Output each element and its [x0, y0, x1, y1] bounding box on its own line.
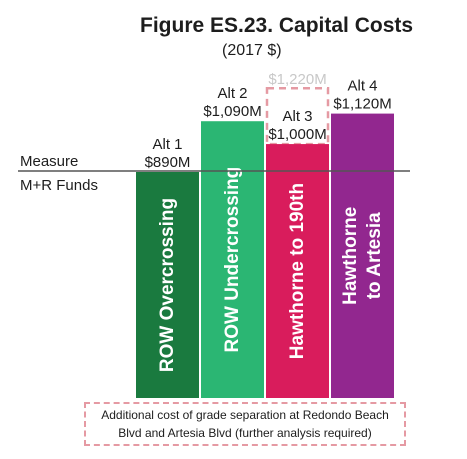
alt-4-inner-label: to Artesia: [364, 212, 385, 299]
mr-funds-label: M+R Funds: [20, 177, 98, 194]
alt-1-inner-label: ROW Overcrossing: [157, 198, 178, 372]
alt-1-name-label: Alt 1: [152, 136, 182, 153]
alt-2-inner-label: ROW Undercrossing: [222, 167, 243, 353]
alt-1-value-label: $890M: [145, 154, 191, 171]
chart-subtitle: (2017 $): [222, 42, 282, 59]
note-line-1: Additional cost of grade separation at R…: [101, 408, 389, 422]
alt-2-name-label: Alt 2: [217, 85, 247, 102]
alt-3-inner-label: Hawthorne to 190th: [287, 183, 308, 359]
alt-1-bar: [136, 172, 199, 398]
alt-3-name-label: Alt 3: [282, 108, 312, 125]
alt-3-additional-cost-label: $1,220M: [268, 71, 326, 88]
alt-3-bar: [266, 144, 329, 398]
note-line-2: Blvd and Artesia Blvd (further analysis …: [118, 426, 372, 440]
alt-4-bar: [331, 113, 394, 398]
alt-3-value-label: $1,000M: [268, 126, 326, 143]
measure-label: Measure: [20, 153, 78, 170]
alt-4-inner-label: Hawthorne: [340, 207, 361, 305]
chart-title: Figure ES.23. Capital Costs: [140, 14, 414, 37]
alt-2-bar: [201, 121, 264, 398]
alt-4-name-label: Alt 4: [347, 78, 377, 95]
alt-4-value-label: $1,120M: [333, 96, 391, 113]
alt-2-value-label: $1,090M: [203, 103, 261, 120]
additional-cost-note: Additional cost of grade separation at R…: [84, 402, 406, 446]
